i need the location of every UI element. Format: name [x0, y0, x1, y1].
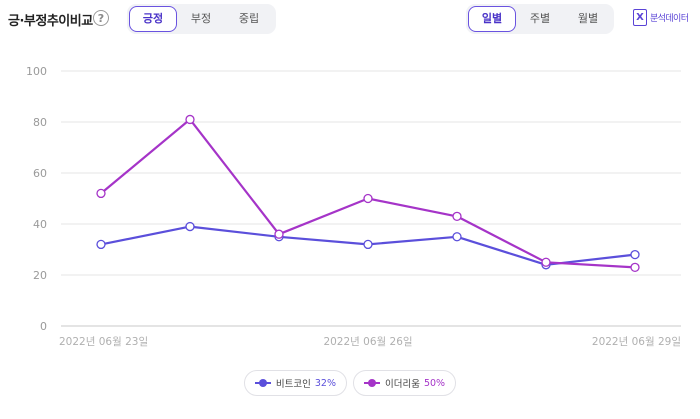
y-tick-label: 60: [33, 167, 47, 180]
tab-neutral[interactable]: 중립: [238, 12, 260, 25]
data-point-s1-2[interactable]: [274, 229, 284, 239]
data-point-s0-3[interactable]: [363, 239, 373, 250]
tab-negative[interactable]: 부정: [190, 12, 212, 25]
y-tick-label: 20: [33, 269, 47, 282]
data-point-s0-4[interactable]: [452, 232, 462, 242]
y-axis-ticks: 0 20 40 60 80 100: [26, 65, 47, 333]
tab-positive[interactable]: 긍정: [129, 6, 177, 32]
data-point-s1-0[interactable]: [96, 188, 106, 199]
x-tick-label: 2022년 06월 29일: [592, 335, 681, 348]
help-icon[interactable]: ?: [93, 10, 109, 26]
legend-item-bitcoin[interactable]: 비트코인 32%: [243, 370, 347, 396]
data-point-s1-3[interactable]: [363, 193, 373, 204]
legend-percent-ethereum: 50%: [423, 377, 446, 389]
y-tick-label: 40: [33, 218, 47, 231]
tab-monthly[interactable]: 월별: [577, 12, 599, 25]
y-tick-label: 80: [33, 116, 47, 129]
data-point-s1-1[interactable]: [185, 114, 195, 125]
x-axis-ticks: 2022년 06월 23일 2022년 06월 26일 2022년 06월 29일: [59, 335, 681, 348]
excel-icon: X: [633, 9, 647, 26]
y-tick-label: 0: [40, 320, 47, 333]
data-point-s0-6[interactable]: [630, 249, 640, 260]
y-tick-label: 100: [26, 65, 47, 78]
legend-swatch-ethereum: [364, 378, 380, 388]
legend-item-ethereum[interactable]: 이더리움 50%: [353, 370, 457, 396]
data-point-s1-6[interactable]: [630, 262, 640, 273]
page-title: 긍·부정추이비교: [8, 14, 93, 29]
legend-label-bitcoin: 비트코인: [275, 379, 311, 390]
x-tick-label: 2022년 06월 23일: [59, 335, 148, 348]
legend-percent-bitcoin: 32%: [314, 377, 336, 389]
chart-legend: 비트코인 32% 이더리움 50%: [0, 370, 700, 396]
tab-daily[interactable]: 일별: [468, 6, 516, 32]
legend-swatch-bitcoin: [254, 378, 271, 388]
data-point-s1-5[interactable]: [541, 257, 551, 267]
sentiment-toggle: 긍정 부정 중립: [127, 4, 276, 34]
legend-label-ethereum: 이더리움: [385, 379, 420, 390]
data-point-s0-0[interactable]: [96, 239, 106, 250]
tab-weekly[interactable]: 주별: [529, 12, 551, 25]
x-tick-label: 2022년 06월 26일: [323, 335, 412, 348]
series-points: [96, 114, 640, 273]
chart-header: 긍·부정추이비교 ? 긍정 부정 중립 일별 주별 월별 X 분석데이터: [0, 0, 700, 40]
data-point-s1-4[interactable]: [452, 211, 462, 222]
period-toggle: 일별 주별 월별: [466, 4, 614, 34]
data-point-s0-1[interactable]: [185, 221, 195, 232]
export-data-button[interactable]: X 분석데이터: [633, 9, 689, 26]
export-data-label: 분석데이터: [650, 14, 689, 24]
chart-grid: [61, 70, 681, 327]
